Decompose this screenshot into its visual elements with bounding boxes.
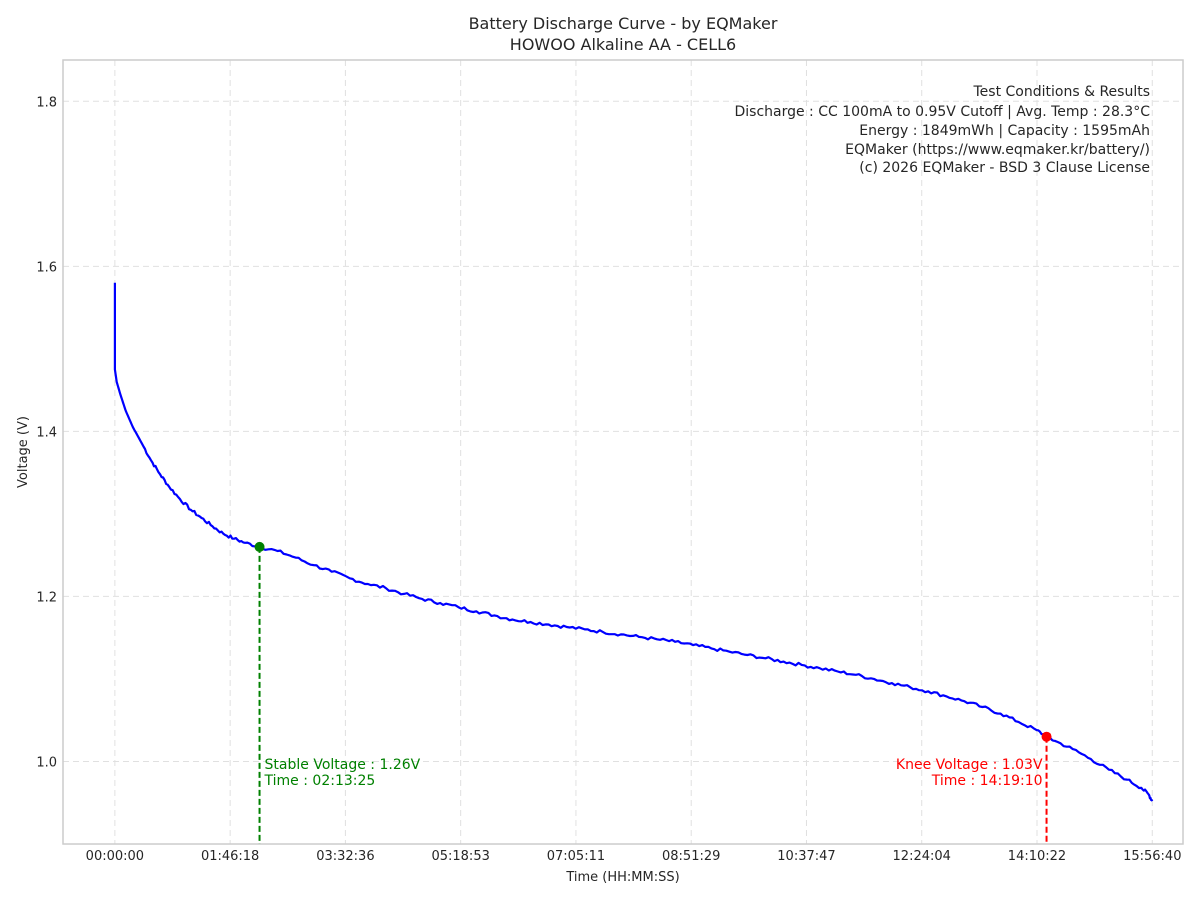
x-tick-label: 01:46:18 [201,849,259,864]
y-axis-ticks: 1.0 1.2 1.4 1.6 1.8 [36,95,57,770]
info-line-3: Energy : 1849mWh | Capacity : 1595mAh [859,123,1150,139]
chart-subtitle: HOWOO Alkaline AA - CELL6 [510,35,736,54]
x-tick-label: 10:37:47 [777,849,835,864]
info-line-5: (c) 2026 EQMaker - BSD 3 Clause License [859,160,1150,176]
x-tick-label: 00:00:00 [86,849,144,864]
knee-point [1041,731,1052,742]
info-line-4: EQMaker (https://www.eqmaker.kr/battery/… [845,142,1150,158]
x-tick-label: 03:32:36 [316,849,374,864]
y-tick-label: 1.6 [36,260,57,275]
y-tick-label: 1.4 [36,425,57,440]
series-line [113,282,1154,802]
x-axis-label: Time (HH:MM:SS) [565,870,679,885]
x-tick-label: 07:05:11 [547,849,605,864]
y-tick-label: 1.0 [36,755,57,770]
series-group [113,282,1154,802]
knee-label-time: Time : 14:19:10 [931,773,1043,789]
info-box: Test Conditions & Results Discharge : CC… [734,84,1150,176]
x-tick-label: 12:24:04 [893,849,951,864]
x-tick-label: 08:51:29 [662,849,720,864]
x-tick-label: 15:56:40 [1123,849,1181,864]
x-tick-label: 05:18:53 [431,849,489,864]
stable-point [254,541,265,552]
chart-title: Battery Discharge Curve - by EQMaker [469,14,778,33]
grid-lines [63,60,1183,844]
stable-label-value: Stable Voltage : 1.26V [265,757,421,773]
y-tick-label: 1.8 [36,95,57,110]
knee-label-value: Knee Voltage : 1.03V [896,757,1043,773]
info-line-2: Discharge : CC 100mA to 0.95V Cutoff | A… [734,104,1150,120]
y-tick-label: 1.2 [36,590,57,605]
x-tick-label: 14:10:22 [1008,849,1066,864]
y-axis-label: Voltage (V) [16,416,31,488]
info-line-1: Test Conditions & Results [973,84,1151,100]
plot-frame [62,59,1184,845]
x-axis-ticks: 00:00:00 01:46:18 03:32:36 05:18:53 07:05:11… [86,849,1182,864]
stable-label-time: Time : 02:13:25 [264,773,376,789]
